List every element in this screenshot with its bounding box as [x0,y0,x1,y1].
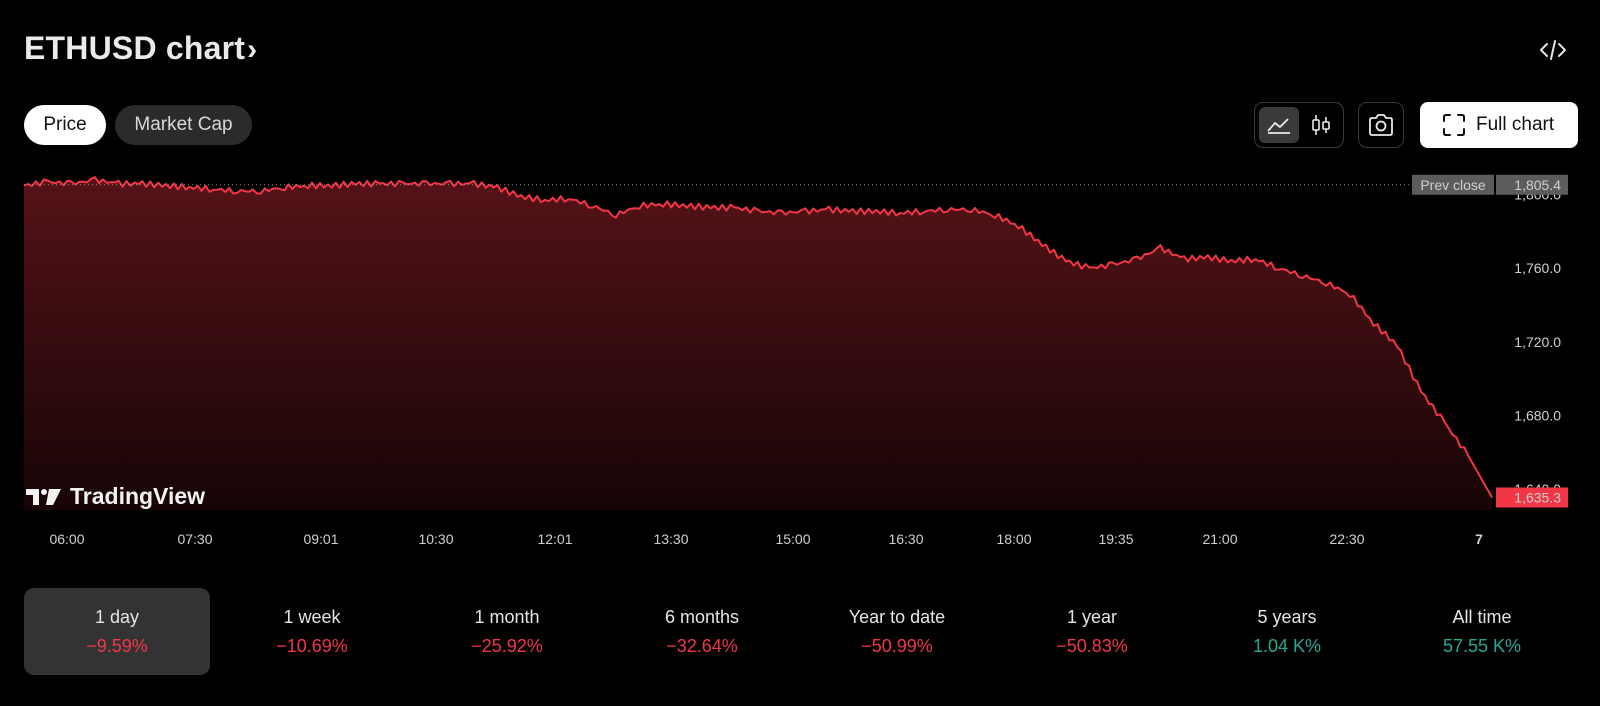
period-label: All time [1452,607,1512,627]
prev-close-badge [1412,174,1494,195]
period-change: −32.64% [666,636,738,656]
period-change: −9.59% [86,636,148,656]
period-change: −50.99% [861,636,933,656]
screenshot-button[interactable] [1358,102,1404,148]
x-tick-label-9: 19:35 [1098,531,1133,547]
last-price-value: 1,635.3 [1514,489,1561,505]
price-chart[interactable]: 1,640.01,680.01,720.01,760.01,800.0Prev … [0,170,1600,560]
period-change: −10.69% [276,636,348,656]
period-label: 6 months [664,607,740,627]
x-tick-label-11: 22:30 [1329,531,1364,547]
full-chart-button[interactable]: Full chart [1420,102,1578,148]
period-6-months[interactable]: 6 months −32.64% [609,588,795,675]
x-tick-label-2: 09:01 [303,531,338,547]
period-1-week[interactable]: 1 week −10.69% [219,588,405,675]
period-label: Year to date [848,607,946,627]
tab-price[interactable]: Price [24,105,106,145]
tradingview-wordmark: TradingView [70,483,206,509]
y-tick-label-2: 1,720.0 [1514,334,1561,350]
period-1-day[interactable]: 1 day −9.59% [24,588,210,675]
x-tick-label-5: 13:30 [653,531,688,547]
period-label: 1 day [94,607,140,627]
period-change: −25.92% [471,636,543,656]
x-tick-label-6: 15:00 [775,531,810,547]
period-change: −50.83% [1056,636,1128,656]
period-1-year[interactable]: 1 year −50.83% [999,588,1185,675]
camera-icon [1369,114,1393,136]
code-embed-icon[interactable] [1538,38,1568,62]
tradingview-logo: TradingView [26,483,205,510]
chart-type-toggle [1254,102,1344,148]
tradingview-icon [26,488,61,505]
x-tick-label-4: 12:01 [537,531,572,547]
period-label: 1 year [1066,607,1118,627]
period-label: 1 month [474,607,540,627]
x-tick-label-0: 06:00 [49,531,84,547]
chevron-right-icon[interactable]: › [247,33,258,66]
x-tick-label-8: 18:00 [996,531,1031,547]
prev-close-value: 1,805.4 [1514,177,1561,193]
prev-close-label: Prev close [1420,177,1486,193]
prev-close-value-badge [1496,174,1568,195]
period-1-month[interactable]: 1 month −25.92% [414,588,600,675]
period-change: 57.55 K% [1442,636,1522,656]
y-tick-label-1: 1,680.0 [1514,407,1561,423]
candlestick-icon [1312,115,1330,135]
x-tick-label-7: 16:30 [888,531,923,547]
x-tick-label-10: 21:00 [1202,531,1237,547]
fullscreen-icon [1443,114,1465,136]
period-label: 5 years [1257,607,1317,627]
title-text[interactable]: ETHUSD chart [24,30,246,66]
area-chart-button[interactable] [1259,107,1299,143]
x-tick-label-1: 07:30 [177,531,212,547]
period-year-to-date[interactable]: Year to date −50.99% [804,588,990,675]
period-change: 1.04 K% [1252,636,1322,656]
period-5-years[interactable]: 5 years 1.04 K% [1194,588,1380,675]
x-tick-label-12: 7 [1475,531,1483,547]
period-all-time[interactable]: All time 57.55 K% [1389,588,1575,675]
y-tick-label-3: 1,760.0 [1514,260,1561,276]
last-price-badge [1496,487,1568,508]
page-title[interactable]: ETHUSD chart› [24,30,257,67]
full-chart-label: Full chart [1476,114,1555,135]
tab-market-cap[interactable]: Market Cap [115,105,252,145]
candlestick-button[interactable] [1301,107,1341,143]
period-label: 1 week [283,607,341,627]
price-line [23,176,1493,498]
price-area-fill [24,177,1492,510]
x-tick-label-3: 10:30 [418,531,453,547]
area-chart-icon [1267,118,1290,134]
